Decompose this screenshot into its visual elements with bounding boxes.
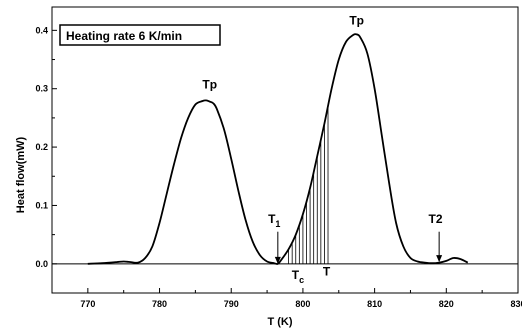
annotation-label: Tp [202, 78, 217, 92]
x-tick-label: 830 [510, 299, 522, 309]
y-tick-label: 0.1 [35, 200, 48, 210]
x-tick-label: 810 [367, 299, 382, 309]
x-tick-label: 780 [152, 299, 167, 309]
y-tick-label: 0.3 [35, 84, 48, 94]
x-tick-label: 790 [224, 299, 239, 309]
arrow-head [274, 256, 281, 264]
annotation-label: T [323, 264, 331, 278]
plot-area: 770 780 790 800 810 820 830 0.0 0.1 0.2 0.3 0.4 Tp Tp… [35, 6, 522, 309]
y-tick-label: 0.4 [35, 25, 48, 35]
legend-label: Heating rate 6 K/min [66, 29, 182, 43]
annotation-label: T2 [429, 212, 443, 226]
y-tick-label: 0.2 [35, 142, 48, 152]
y-axis-title: Heat flow(mW) [15, 136, 27, 213]
x-tick-label: 820 [439, 299, 454, 309]
x-axis-title: T (K) [267, 316, 292, 328]
y-tick-label: 0.0 [35, 259, 48, 269]
annotation-label: T1 [268, 212, 280, 229]
annotation-label: Tc [292, 268, 304, 285]
x-tick-label: 800 [295, 299, 310, 309]
annotation-label: Tp [349, 14, 364, 28]
x-tick-label: 770 [80, 299, 95, 309]
legend-box: Heating rate 6 K/min [59, 24, 221, 46]
legend-frame [59, 24, 221, 46]
plot-frame [51, 6, 519, 294]
arrow-head [436, 255, 443, 263]
heat-flow-curve [87, 33, 469, 265]
